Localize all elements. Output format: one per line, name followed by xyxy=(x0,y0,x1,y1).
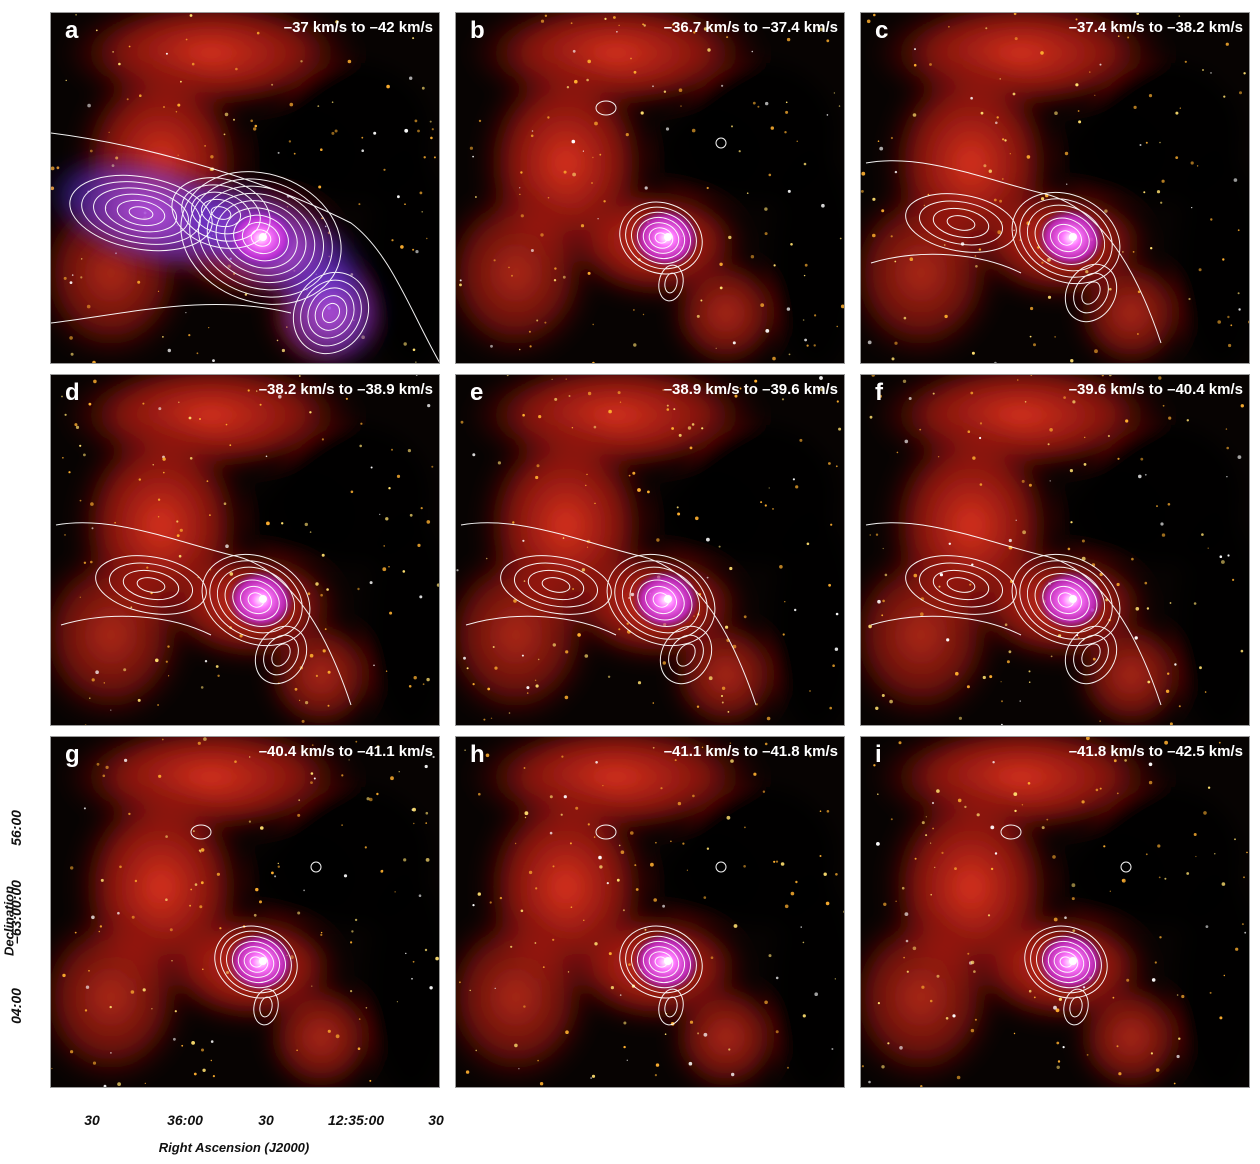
image-h xyxy=(456,737,844,1087)
panel-label-a: a xyxy=(65,17,79,44)
stars-d xyxy=(61,375,439,725)
stars-e xyxy=(456,375,842,721)
image-i xyxy=(861,737,1249,1087)
stars-f xyxy=(868,375,1244,725)
contours-h xyxy=(595,824,727,1026)
x-axis-title: Right Ascension (J2000) xyxy=(158,1140,310,1155)
contours-b xyxy=(595,100,727,302)
panel-a: a –37 km/s to –42 km/s xyxy=(50,12,440,364)
velocity-range-d: –38.2 km/s to –38.9 km/s xyxy=(258,381,433,398)
contours-g xyxy=(190,824,322,1026)
image-g xyxy=(51,737,439,1087)
panel-label-b: b xyxy=(470,17,485,44)
x-tick-30-c: 30 xyxy=(428,1112,444,1128)
stars-i xyxy=(861,737,1248,1087)
velocity-range-b: –36.7 km/s to –37.4 km/s xyxy=(663,19,838,36)
panel-label-c: c xyxy=(875,17,889,44)
contours-c xyxy=(865,160,1162,344)
contours-i xyxy=(1000,824,1132,1026)
image-c xyxy=(861,13,1249,363)
velocity-range-e: –38.9 km/s to –39.6 km/s xyxy=(663,381,838,398)
panel-label-e: e xyxy=(470,379,484,406)
panel-label-f: f xyxy=(875,379,883,406)
image-e xyxy=(456,375,844,725)
panel-b: b –36.7 km/s to –37.4 km/s xyxy=(455,12,845,364)
stars-g xyxy=(51,737,439,1087)
y-tick-56-00: 56:00 xyxy=(8,810,24,846)
contours-a xyxy=(51,132,439,363)
x-tick-12-35-00: 12:35:00 xyxy=(327,1112,385,1128)
panel-e: e –38.9 km/s to –39.6 km/s xyxy=(455,374,845,726)
velocity-range-g: –40.4 km/s to –41.1 km/s xyxy=(258,743,433,760)
stars-c xyxy=(861,13,1249,363)
panel-c: c –37.4 km/s to –38.2 km/s xyxy=(860,12,1250,364)
panel-g: g –40.4 km/s to –41.1 km/s xyxy=(50,736,440,1088)
velocity-range-f: –39.6 km/s to –40.4 km/s xyxy=(1068,381,1243,398)
image-a xyxy=(51,13,439,363)
panel-h: h –41.1 km/s to –41.8 km/s xyxy=(455,736,845,1088)
y-axis-title: Declination xyxy=(1,885,17,957)
x-tick-30-b: 30 xyxy=(258,1112,274,1128)
velocity-range-c: –37.4 km/s to –38.2 km/s xyxy=(1068,19,1243,36)
contours-e xyxy=(460,522,757,706)
image-f xyxy=(861,375,1249,725)
panel-d: d –38.2 km/s to –38.9 km/s xyxy=(50,374,440,726)
panel-label-h: h xyxy=(470,741,485,768)
velocity-range-a: –37 km/s to –42 km/s xyxy=(283,19,433,36)
panel-f: f –39.6 km/s to –40.4 km/s xyxy=(860,374,1250,726)
velocity-range-i: –41.8 km/s to –42.5 km/s xyxy=(1068,743,1243,760)
y-tick-04-00: 04:00 xyxy=(8,988,24,1024)
panel-label-i: i xyxy=(875,741,882,768)
velocity-range-h: –41.1 km/s to –41.8 km/s xyxy=(663,743,838,760)
stars-b xyxy=(459,14,844,363)
panel-i: i –41.8 km/s to –42.5 km/s xyxy=(860,736,1250,1088)
image-b xyxy=(456,13,844,363)
contours-d xyxy=(55,522,352,706)
contours-f xyxy=(865,522,1162,706)
x-tick-36-00: 36:00 xyxy=(167,1112,203,1128)
panel-label-d: d xyxy=(65,379,80,406)
x-tick-30-a: 30 xyxy=(84,1112,100,1128)
panel-label-g: g xyxy=(65,741,80,768)
image-d xyxy=(51,375,439,725)
